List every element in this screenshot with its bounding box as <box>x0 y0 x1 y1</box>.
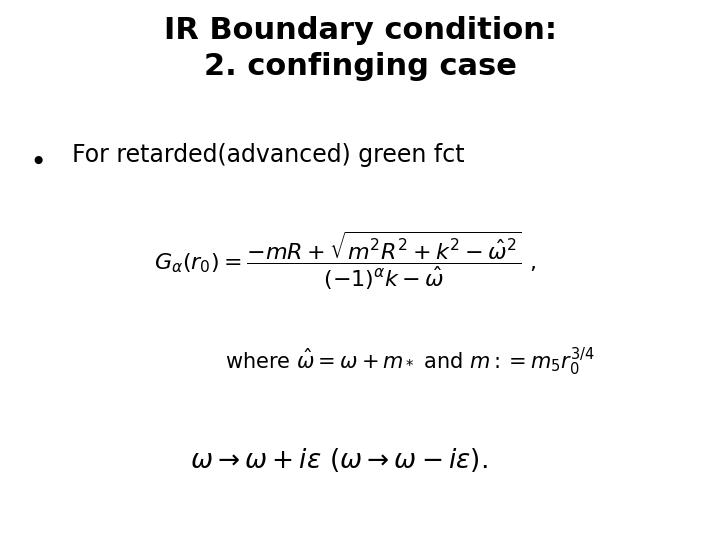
Text: $G_{\alpha}(r_0) = \dfrac{-mR + \sqrt{m^2R^2 + k^2 - \hat{\omega}^2}}{(-1)^{\alp: $G_{\alpha}(r_0) = \dfrac{-mR + \sqrt{m^… <box>154 230 537 292</box>
Text: IR Boundary condition:
2. confinging case: IR Boundary condition: 2. confinging cas… <box>163 16 557 81</box>
Text: $\omega \rightarrow \omega + i\epsilon \ (\omega \rightarrow \omega - i\epsilon): $\omega \rightarrow \omega + i\epsilon \… <box>189 446 487 474</box>
Text: $\bullet$: $\bullet$ <box>29 146 43 174</box>
Text: For retarded(advanced) green fct: For retarded(advanced) green fct <box>72 143 464 167</box>
Text: $\mathrm{where}\ \hat{\omega} = \omega + m_*\ \mathrm{and}\ m := m_5 r_0^{3/4}$: $\mathrm{where}\ \hat{\omega} = \omega +… <box>225 346 595 377</box>
